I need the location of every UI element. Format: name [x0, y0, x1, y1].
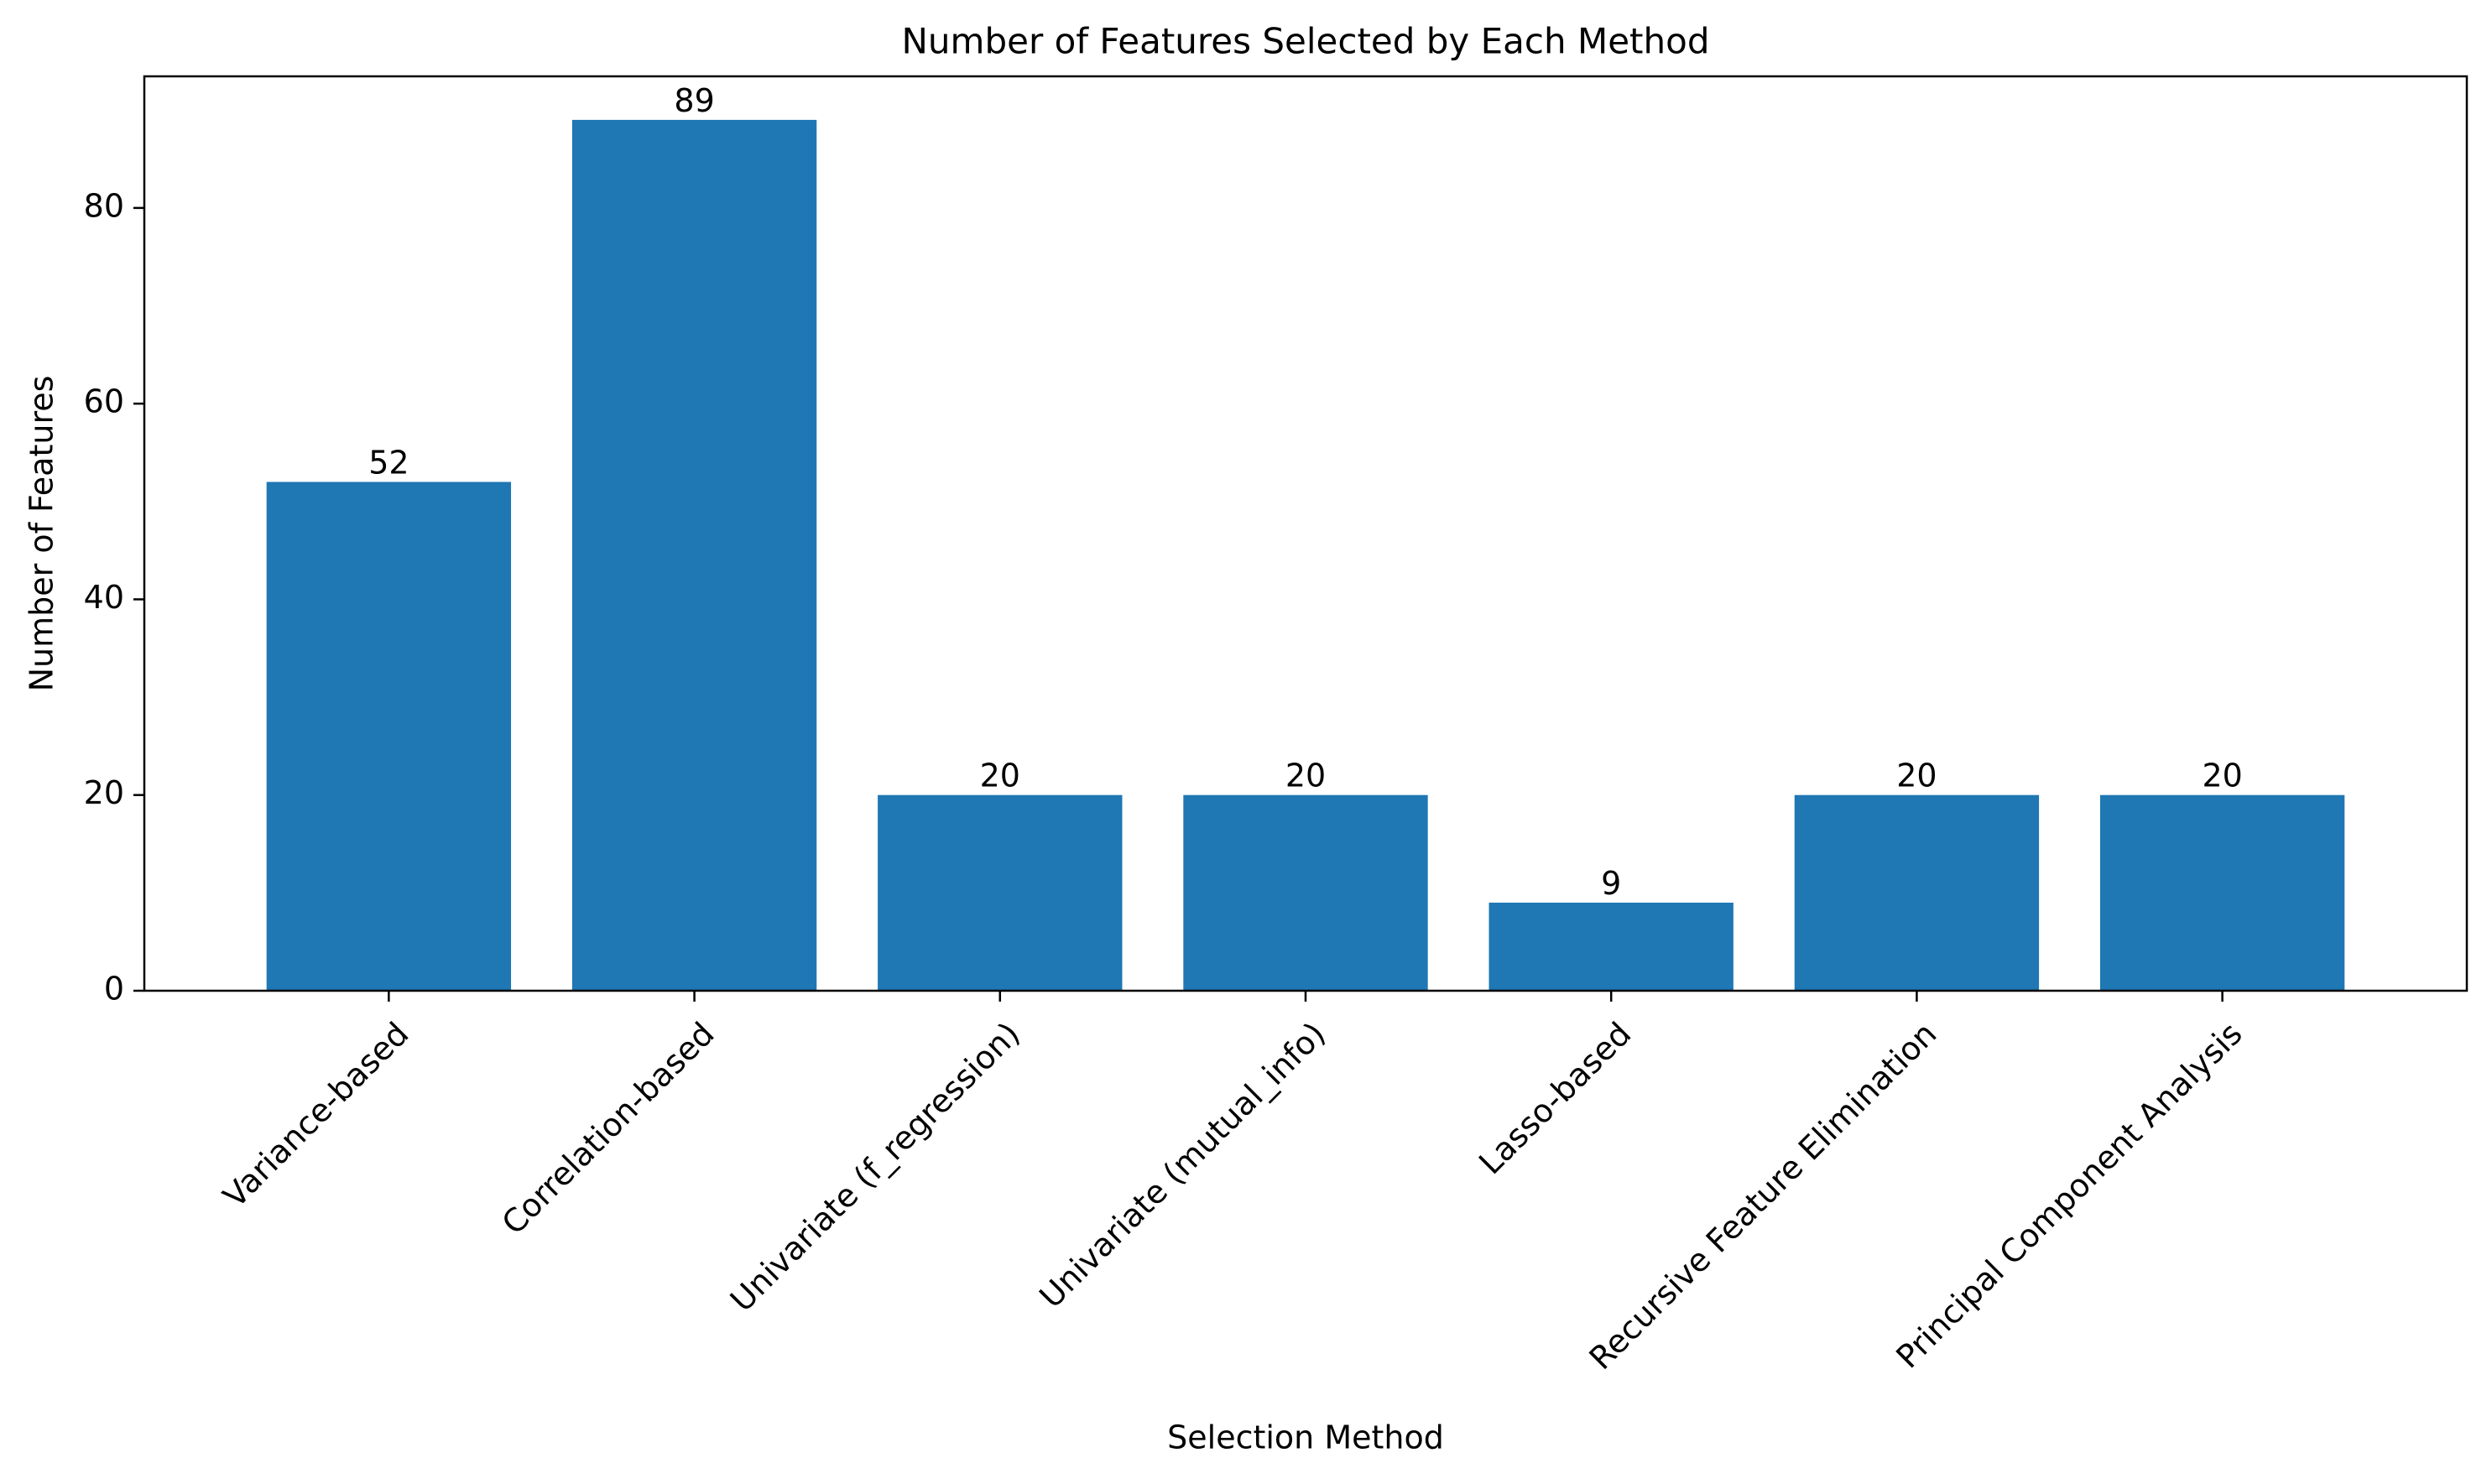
y-tick-label-1: 20	[84, 774, 124, 811]
bar-1	[571, 119, 817, 991]
plot-frame	[143, 75, 2469, 992]
bar-value-label-4: 9	[1601, 865, 1621, 902]
bar-5	[1794, 794, 2040, 991]
bar-6	[2099, 794, 2345, 991]
bar-value-label-1: 89	[674, 82, 714, 119]
data-labels-layer: 52 89 20 20 9 20 20	[368, 82, 2243, 902]
bar-value-label-2: 20	[980, 758, 1020, 794]
bar-0	[266, 482, 512, 991]
chart-title: Number of Features Selected by Each Meth…	[902, 21, 1710, 62]
bar-4	[1488, 903, 1733, 991]
y-tick-label-3: 60	[84, 383, 124, 420]
bar-value-label-3: 20	[1285, 758, 1326, 794]
y-tick-label-0: 0	[104, 971, 124, 1008]
bar-3	[1183, 794, 1428, 991]
y-tick-label-4: 80	[84, 187, 124, 224]
y-axis: 0 20 40 60 80	[84, 187, 144, 1008]
x-axis-label: Selection Method	[1167, 1419, 1444, 1456]
y-axis-label: Number of Features	[23, 376, 60, 692]
bar-value-label-6: 20	[2202, 758, 2242, 794]
y-tick-label-2: 40	[84, 579, 124, 616]
bar-value-label-0: 52	[368, 444, 409, 481]
bars-layer	[266, 119, 2345, 991]
bar-2	[878, 794, 1123, 991]
bar-value-label-5: 20	[1896, 758, 1937, 794]
